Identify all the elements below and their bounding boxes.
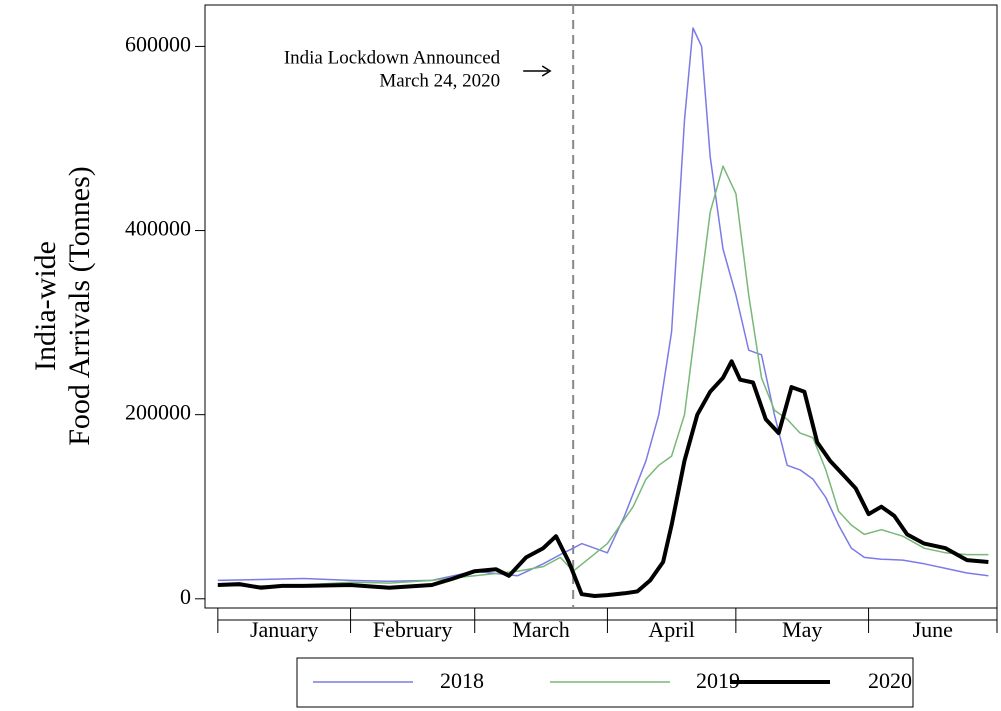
series-line [217, 359, 989, 598]
x-tick-label: March [512, 617, 569, 642]
annotation-text: India Lockdown Announced [284, 47, 501, 68]
y-axis-label: Food Arrivals (Tonnes) [63, 166, 96, 446]
legend-label: 2018 [440, 668, 484, 693]
series-line [217, 165, 989, 587]
annotation-text: March 24, 2020 [379, 70, 500, 91]
y-tick-label: 0 [180, 584, 191, 609]
y-tick-label: 400000 [125, 216, 191, 241]
y-axis-label: India-wide [29, 241, 62, 371]
x-tick-label: January [250, 617, 318, 642]
x-tick-label: June [913, 617, 953, 642]
series-line [217, 27, 989, 583]
y-tick-label: 200000 [125, 400, 191, 425]
annotation-arrowhead [541, 65, 552, 77]
legend-label: 2020 [868, 668, 912, 693]
plot-frame [204, 4, 998, 609]
x-tick-label: April [648, 617, 694, 642]
x-tick-label: February [373, 617, 452, 642]
y-tick-label: 600000 [125, 31, 191, 56]
x-tick-label: May [782, 617, 822, 642]
